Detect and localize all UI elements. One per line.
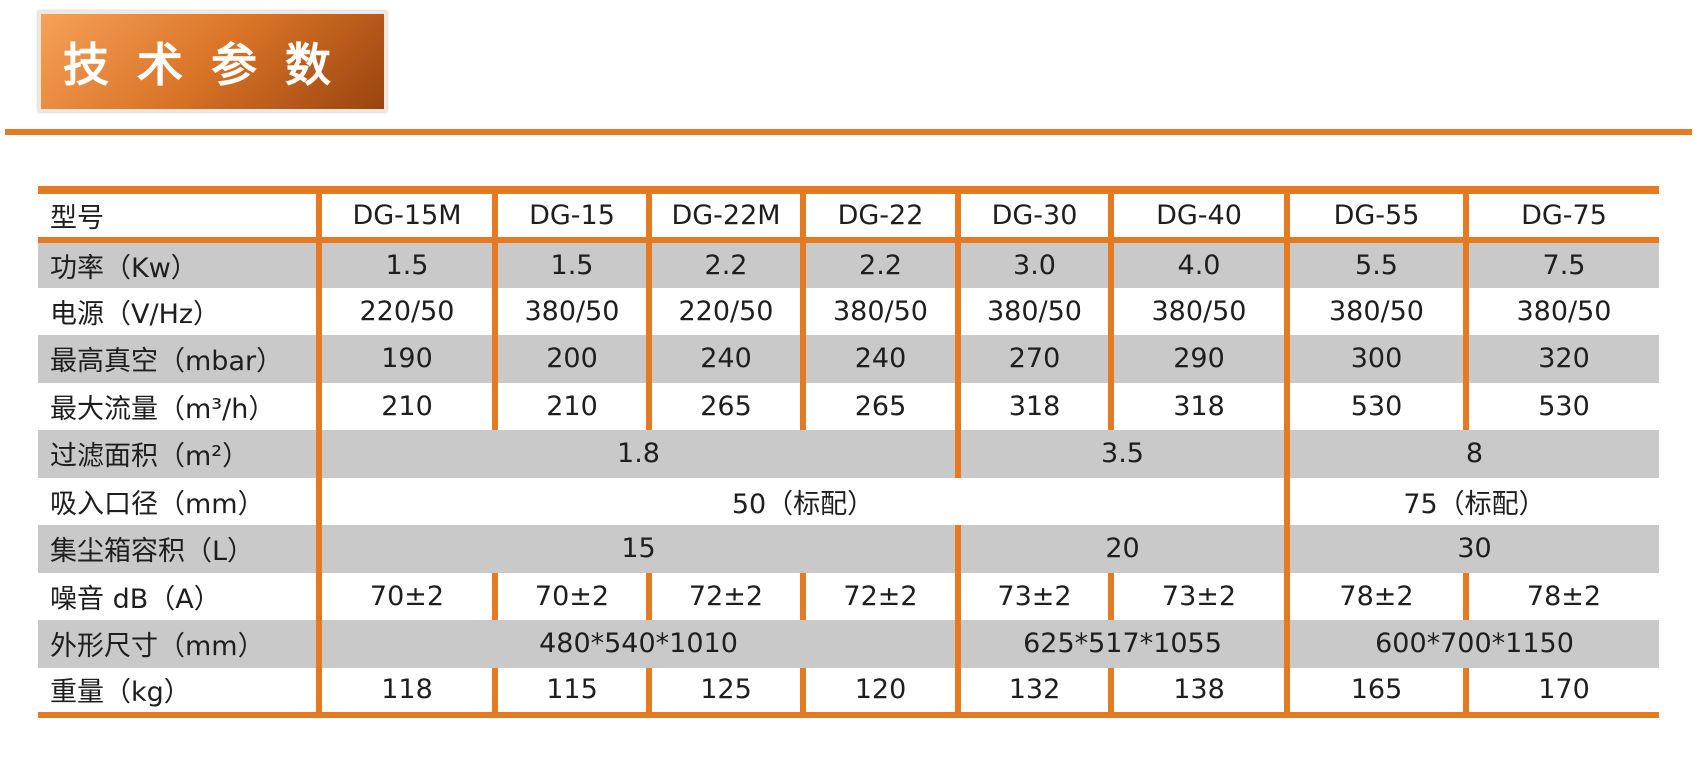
table-row: 电源（V/Hz） 220/50 380/50 220/50 380/50 380/50 38…: [38, 287, 1659, 335]
cell: 1.5: [492, 240, 649, 288]
row-label: 外形尺寸（mm）: [50, 631, 265, 663]
row-label: 集尘箱容积（L）: [50, 536, 255, 568]
cell: 2.2: [800, 240, 958, 288]
cell: 78±2: [1463, 572, 1659, 620]
cell: 240: [800, 335, 958, 383]
cell: 3.0: [955, 240, 1111, 288]
column-header: DG-15: [492, 190, 649, 240]
cell: 78±2: [1284, 572, 1466, 620]
cell: 380/50: [1284, 287, 1466, 335]
row-label: 最高真空（mbar）: [50, 346, 284, 378]
cell: 4.0: [1108, 240, 1287, 288]
row-label: 噪音 dB（A）: [50, 583, 221, 615]
table-row: 功率（Kw） 1.5 1.5 2.2 2.2 3.0 4.0 5.5 7.5: [38, 240, 1659, 288]
row-label: 重量（kg）: [50, 677, 191, 709]
cell: 480*540*1010: [316, 620, 958, 668]
column-header: DG-75: [1463, 190, 1659, 240]
cell: 240: [646, 335, 803, 383]
cell: 380/50: [800, 287, 958, 335]
column-header: DG-30: [955, 190, 1111, 240]
cell: 380/50: [492, 287, 649, 335]
table-row: 集尘箱容积（L） 15 20 30: [38, 525, 1659, 573]
column-header: DG-40: [1108, 190, 1287, 240]
column-header: DG-22M: [646, 190, 803, 240]
cell: 320: [1463, 335, 1659, 383]
cell: 170: [1463, 667, 1659, 715]
cell: 138: [1108, 667, 1287, 715]
cell: 220/50: [646, 287, 803, 335]
cell: 132: [955, 667, 1111, 715]
divider: [5, 129, 1692, 135]
cell: 380/50: [955, 287, 1111, 335]
column-header: DG-22: [800, 190, 958, 240]
table-row: 吸入口径（mm） 50（标配） 75（标配）: [38, 477, 1659, 525]
cell: 2.2: [646, 240, 803, 288]
cell: 5.5: [1284, 240, 1466, 288]
cell: 190: [316, 335, 495, 383]
cell: 600*700*1150: [1284, 620, 1659, 668]
cell: 72±2: [646, 572, 803, 620]
cell: 3.5: [955, 430, 1287, 478]
cell: 1.8: [316, 430, 958, 478]
row-label: 最大流量（m³/h）: [50, 393, 276, 425]
cell: 75（标配）: [1284, 477, 1659, 525]
cell: 1.5: [316, 240, 495, 288]
cell: 380/50: [1463, 287, 1659, 335]
cell: 73±2: [955, 572, 1111, 620]
row-header-title: 型号: [50, 203, 104, 234]
cell: 125: [646, 667, 803, 715]
column-header: DG-15M: [316, 190, 495, 240]
cell: 300: [1284, 335, 1466, 383]
row-label: 过滤面积（m²）: [50, 441, 250, 473]
cell: 20: [955, 525, 1287, 573]
cell: 200: [492, 335, 649, 383]
cell: 318: [955, 382, 1111, 430]
cell: 70±2: [316, 572, 495, 620]
cell: 165: [1284, 667, 1466, 715]
cell: 120: [800, 667, 958, 715]
cell: 210: [492, 382, 649, 430]
cell: 318: [1108, 382, 1287, 430]
cell: 8: [1284, 430, 1659, 478]
column-header: DG-55: [1284, 190, 1466, 240]
cell: 210: [316, 382, 495, 430]
cell: 50（标配）: [316, 477, 1287, 525]
cell: 380/50: [1108, 287, 1287, 335]
table-row: 噪音 dB（A） 70±2 70±2 72±2 72±2 73±2 73±2 78±2 78±2: [38, 572, 1659, 620]
cell: 30: [1284, 525, 1659, 573]
cell: 73±2: [1108, 572, 1287, 620]
row-label: 电源（V/Hz）: [50, 298, 221, 330]
table-row: 重量（kg） 118 115 125 120 132 138 165 170: [38, 667, 1659, 715]
cell: 265: [646, 382, 803, 430]
table-row: 过滤面积（m²） 1.8 3.5 8: [38, 430, 1659, 478]
cell: 530: [1463, 382, 1659, 430]
row-label: 功率（Kw）: [50, 252, 198, 284]
cell: 530: [1284, 382, 1466, 430]
header-row: 型号 DG-15M DG-15 DG-22M DG-22 DG-30 DG-40 DG-55 D…: [38, 190, 1659, 240]
row-label: 吸入口径（mm）: [50, 488, 265, 520]
table-row: 最高真空（mbar） 190 200 240 240 270 290 300 320: [38, 335, 1659, 383]
cell: 72±2: [800, 572, 958, 620]
spec-table: 型号 DG-15M DG-15 DG-22M DG-22 DG-30 DG-40 DG-55 D…: [38, 186, 1659, 718]
cell: 115: [492, 667, 649, 715]
cell: 70±2: [492, 572, 649, 620]
cell: 625*517*1055: [955, 620, 1287, 668]
table-row: 最大流量（m³/h） 210 210 265 265 318 318 530 530: [38, 382, 1659, 430]
cell: 15: [316, 525, 958, 573]
cell: 220/50: [316, 287, 495, 335]
cell: 118: [316, 667, 495, 715]
title-box: 技 术 参 数: [38, 11, 387, 112]
cell: 7.5: [1463, 240, 1659, 288]
cell: 270: [955, 335, 1111, 383]
cell: 265: [800, 382, 958, 430]
table-row: 外形尺寸（mm） 480*540*1010 625*517*1055 600*700*…: [38, 620, 1659, 668]
title: 技 术 参 数: [63, 37, 338, 92]
cell: 290: [1108, 335, 1287, 383]
